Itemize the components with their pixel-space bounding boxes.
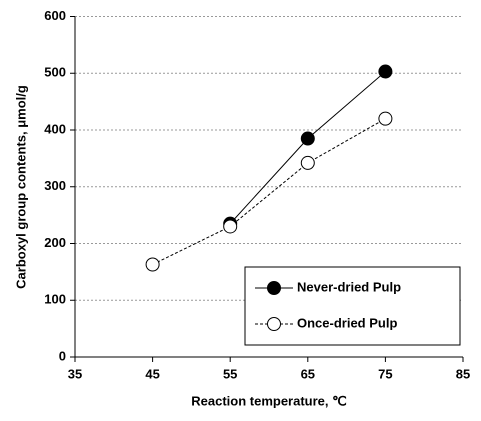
y-tick-label: 300 [44, 178, 66, 193]
y-tick-label: 400 [44, 121, 66, 136]
marker [300, 131, 315, 146]
legend-marker [267, 281, 281, 295]
series-line [229, 71, 386, 224]
x-tick-label: 55 [223, 366, 237, 381]
marker [223, 219, 238, 234]
marker [300, 155, 315, 170]
x-tick-label: 85 [456, 366, 470, 381]
y-axis-title: Carboxyl group contents, μmol/g [13, 85, 28, 289]
legend-label: Never-dried Pulp [297, 279, 401, 294]
legend-label: Once-dried Pulp [297, 315, 397, 330]
y-tick-label: 100 [44, 292, 66, 307]
x-tick-label: 65 [301, 366, 315, 381]
x-tick-label: 75 [378, 366, 392, 381]
y-tick-label: 200 [44, 235, 66, 250]
y-tick-label: 600 [44, 8, 66, 23]
marker [378, 64, 393, 79]
x-axis-title: Reaction temperature, ℃ [191, 393, 346, 408]
marker [378, 111, 393, 126]
y-tick-label: 500 [44, 65, 66, 80]
marker [145, 257, 160, 272]
y-tick-label: 0 [59, 348, 66, 363]
series-line [152, 118, 386, 265]
legend-marker [267, 317, 281, 331]
legend-box [244, 266, 461, 346]
x-tick-label: 35 [68, 366, 82, 381]
x-tick-label: 45 [145, 366, 159, 381]
